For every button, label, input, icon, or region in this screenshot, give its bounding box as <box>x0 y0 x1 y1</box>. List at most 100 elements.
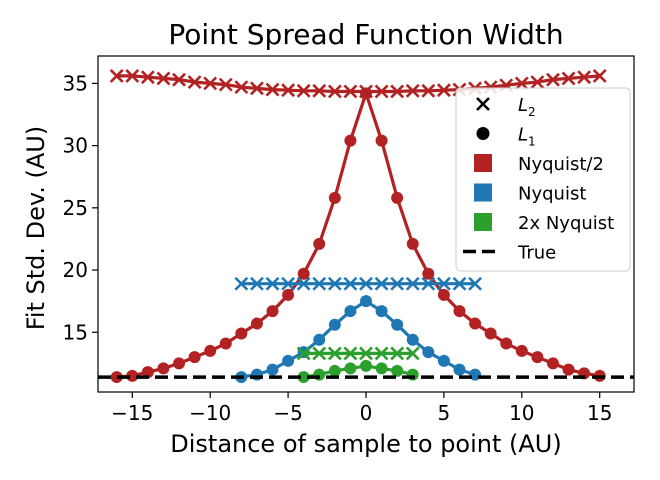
y-tick-label: 15 <box>63 320 88 344</box>
nyquist-2-l1-point <box>500 337 513 350</box>
nyquist-2-l1-point <box>422 267 435 280</box>
y-tick-label: 20 <box>63 258 88 282</box>
nyquist-2-l2-point <box>156 71 171 86</box>
nyquist-l1-point <box>328 318 341 331</box>
nyquist-2-l2-point <box>203 76 218 91</box>
nyquist-2-l1-point <box>173 357 186 370</box>
2x-nyquist-l2-point <box>359 346 373 361</box>
nyquist-l2-point <box>359 276 373 291</box>
y-tick-label: 30 <box>63 134 88 158</box>
nyquist-2-l2-point <box>546 72 560 87</box>
nyquist-2-l1-point <box>204 344 217 357</box>
nyquist-2-l2-point <box>312 83 327 98</box>
nyquist-l1-point <box>391 318 404 331</box>
nyquist-l2-point <box>390 276 405 291</box>
nyquist-l1-point <box>375 305 388 318</box>
nyquist-l1-point <box>422 346 435 359</box>
nyquist-l2-point <box>234 276 249 291</box>
nyquist-2-l1-point <box>531 351 544 364</box>
nyquist-2-l2-point <box>265 82 280 97</box>
nyquist-2-l1-point <box>391 191 404 204</box>
nyquist-2-l2-point <box>234 80 249 95</box>
nyquist-l1-point <box>360 295 372 308</box>
nyquist-2-l2-point <box>390 84 405 99</box>
legend-label: 2x Nyquist <box>518 213 614 234</box>
x-tick-label: 5 <box>438 401 451 425</box>
legend-swatch <box>474 154 492 172</box>
y-tick-label: 25 <box>63 196 88 220</box>
nyquist-l2-point <box>468 276 482 291</box>
nyquist-2-l2-point <box>592 68 607 83</box>
nyquist-l1-point <box>313 333 326 346</box>
y-axis-label: Fit Std. Dev. (AU) <box>22 126 50 330</box>
nyquist-l2-point <box>281 276 296 291</box>
nyquist-2-l1-point <box>282 288 295 301</box>
legend-label: True <box>517 243 556 264</box>
nyquist-2-l1-point <box>406 237 419 250</box>
x-tick-label: 15 <box>587 401 612 425</box>
nyquist-2-l2-point <box>577 70 592 85</box>
nyquist-2-l2-point <box>109 68 124 83</box>
nyquist-2-l2-point <box>125 68 140 83</box>
nyquist-2-l1-point <box>188 351 201 364</box>
nyquist-l2-point <box>421 276 436 291</box>
nyquist-2-l1-point <box>562 363 575 376</box>
nyquist-2-l2-point <box>436 83 451 98</box>
x-tick-label: −10 <box>189 401 231 425</box>
x-tick-label: 0 <box>360 401 373 425</box>
legend-swatch <box>474 213 492 231</box>
x-tick-label: −15 <box>111 401 153 425</box>
2x-nyquist-l1-point <box>375 362 388 375</box>
2x-nyquist-l1-point <box>344 362 357 375</box>
nyquist-2-l2-point <box>514 76 529 91</box>
nyquist-l2-point <box>312 276 327 291</box>
nyquist-l1-point <box>344 305 357 318</box>
nyquist-2-l1-point <box>266 305 279 318</box>
nyquist-l2-point <box>265 276 280 291</box>
nyquist-l2-point <box>405 276 420 291</box>
nyquist-2-l2-point <box>172 72 186 87</box>
nyquist-2-l2-point <box>218 77 233 92</box>
plot-area <box>98 68 634 384</box>
legend-marker-cross-icon <box>476 97 490 111</box>
nyquist-l2-point <box>452 276 467 291</box>
nyquist-2-l1-point <box>437 288 450 301</box>
y-tick-label: 35 <box>63 71 88 95</box>
2x-nyquist-l2-point <box>327 346 342 361</box>
2x-nyquist-l1-point <box>360 359 372 372</box>
nyquist-2-l2-point <box>421 83 436 98</box>
nyquist-2-l1-point <box>157 362 170 375</box>
nyquist-2-l2-point <box>405 83 420 98</box>
nyquist-l1-point <box>453 363 466 376</box>
nyquist-l2-point <box>296 276 311 291</box>
nyquist-2-l1-point <box>360 87 372 100</box>
legend-marker-dot-icon <box>476 127 490 140</box>
x-tick-label: −5 <box>273 401 302 425</box>
nyquist-l2-point <box>250 276 264 291</box>
nyquist-2-l1-point <box>328 191 341 204</box>
nyquist-l1-point <box>282 354 295 367</box>
nyquist-l1-point <box>406 333 419 346</box>
nyquist-l2-point <box>327 276 342 291</box>
nyquist-2-l2-point <box>140 70 155 85</box>
nyquist-2-l1-point <box>297 267 310 280</box>
nyquist-2-l2-point <box>530 75 545 90</box>
nyquist-2-l2-point <box>187 75 202 90</box>
nyquist-l2-point <box>374 276 389 291</box>
x-tick-label: 10 <box>509 401 534 425</box>
2x-nyquist-l2-point <box>312 346 327 361</box>
2x-nyquist-l2-point <box>343 346 358 361</box>
nyquist-l1-point <box>266 363 279 376</box>
nyquist-l1-point <box>437 354 450 367</box>
nyquist-2-l1-point <box>219 337 232 350</box>
nyquist-2-l2-point <box>374 84 389 99</box>
nyquist-2-l2-point <box>296 83 311 98</box>
axes: −15 −10 −5 0 5 10 15 15 20 25 30 35 <box>63 55 635 425</box>
2x-nyquist-l1-point <box>391 364 404 377</box>
nyquist-2-l2-point <box>250 81 264 96</box>
nyquist-2-l1-point <box>453 305 466 318</box>
plot-inner <box>98 68 634 384</box>
nyquist-2-l1-point <box>546 357 559 370</box>
legend-label-subscript: 1 <box>528 135 536 149</box>
